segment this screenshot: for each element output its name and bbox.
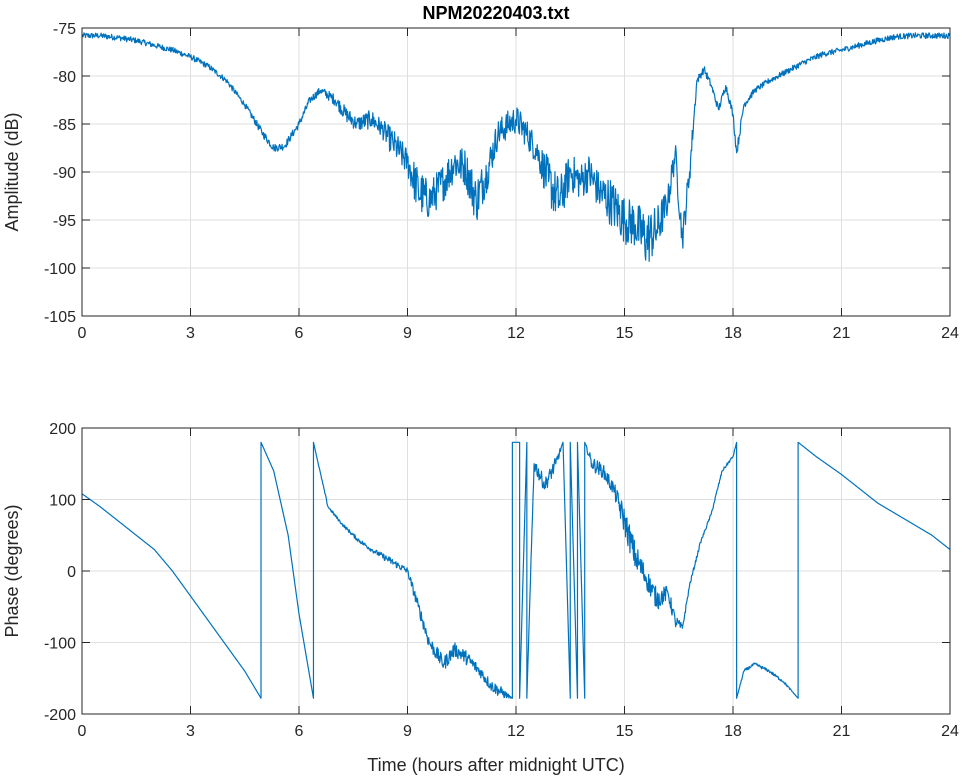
amplitude-x-tick-label: 12: [507, 325, 525, 342]
phase-x-tick-label: 6: [295, 723, 304, 740]
phase-y-tick-label: -200: [44, 707, 76, 724]
amplitude-x-tick-label: 15: [616, 325, 634, 342]
phase-axes: Phase (degrees) Time (hours after midnig…: [2, 421, 959, 775]
phase-y-axis-label: Phase (degrees): [2, 504, 22, 637]
phase-x-tick-label: 18: [724, 723, 742, 740]
amplitude-y-tick-label: -100: [44, 261, 76, 278]
amplitude-y-tick-label: -95: [53, 213, 76, 230]
amplitude-x-tick-label: 21: [833, 325, 851, 342]
phase-x-tick-label: 12: [507, 723, 525, 740]
phase-x-tick-label: 15: [616, 723, 634, 740]
amplitude-y-tick-label: -75: [53, 21, 76, 38]
amplitude-y-tick-label: -85: [53, 117, 76, 134]
phase-x-tick-label: 21: [833, 723, 851, 740]
phase-x-tick-label: 24: [941, 723, 959, 740]
phase-series-line: [81, 441, 951, 699]
amplitude-y-tick-label: -105: [44, 309, 76, 326]
amplitude-y-tick-label: -90: [53, 165, 76, 182]
phase-y-tick-label: 200: [49, 421, 76, 438]
amplitude-series-line: [81, 32, 951, 262]
amplitude-x-tick-label: 6: [295, 325, 304, 342]
phase-y-tick-label: 100: [49, 493, 76, 510]
amplitude-x-tick-label: 9: [403, 325, 412, 342]
phase-y-tick-label: 0: [67, 564, 76, 581]
amplitude-axes: NPM20220403.txt Amplitude (dB) 0 3 6 9 12 15 1…: [2, 3, 959, 342]
time-x-axis-label: Time (hours after midnight UTC): [367, 755, 624, 775]
amplitude-x-tick-label: 24: [941, 325, 959, 342]
phase-y-tick-label: -100: [44, 636, 76, 653]
amplitude-x-tick-label: 18: [724, 325, 742, 342]
phase-x-tick-label: 9: [403, 723, 412, 740]
phase-x-tick-label: 3: [186, 723, 195, 740]
phase-x-tick-label: 0: [78, 723, 87, 740]
chart-title: NPM20220403.txt: [422, 3, 569, 23]
amplitude-y-axis-label: Amplitude (dB): [2, 112, 22, 231]
amplitude-y-tick-label: -80: [53, 69, 76, 86]
amplitude-x-tick-label: 3: [186, 325, 195, 342]
amplitude-x-tick-label: 0: [78, 325, 87, 342]
